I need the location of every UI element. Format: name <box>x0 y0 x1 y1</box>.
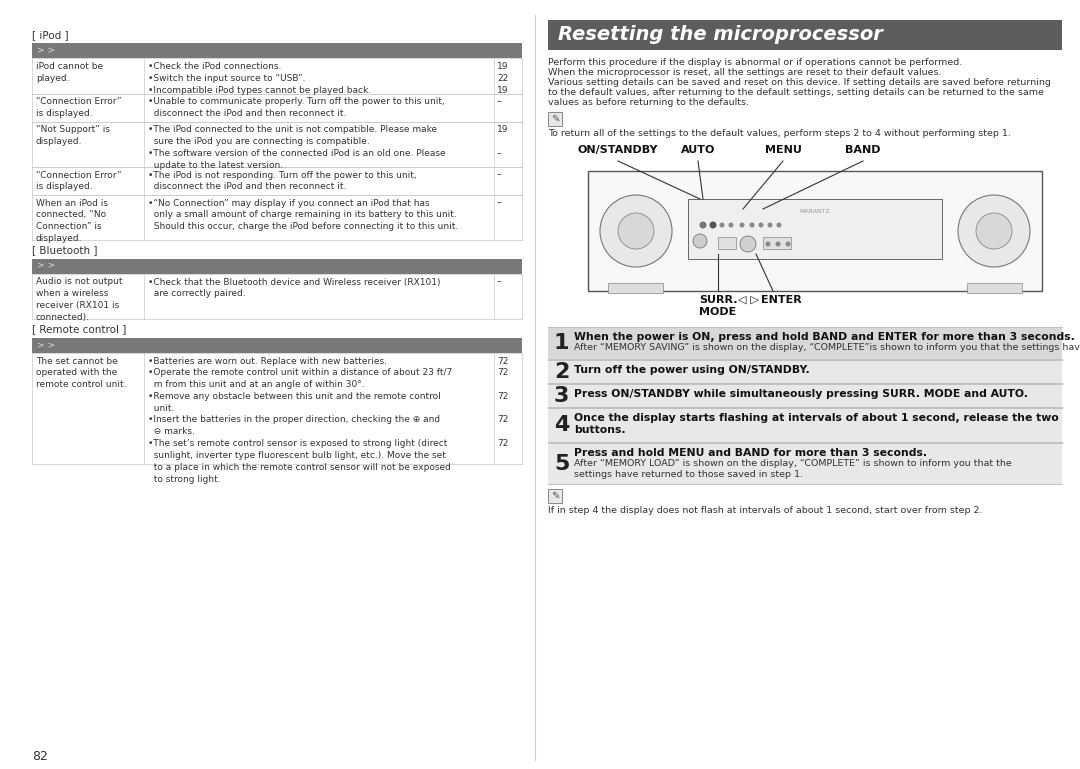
Circle shape <box>618 213 654 249</box>
Text: •Unable to communicate properly. Turn off the power to this unit,
  disconnect t: •Unable to communicate properly. Turn of… <box>148 98 445 118</box>
Text: 2: 2 <box>554 361 569 381</box>
Text: Once the display starts flashing at intervals of about 1 second, release the two: Once the display starts flashing at inte… <box>573 413 1058 435</box>
Bar <box>548 489 562 503</box>
Bar <box>762 237 791 249</box>
Circle shape <box>777 222 782 228</box>
Text: Turn off the power using ON/STANDBY.: Turn off the power using ON/STANDBY. <box>573 365 810 375</box>
Text: ON/STANDBY: ON/STANDBY <box>578 145 658 155</box>
Circle shape <box>700 221 706 228</box>
Text: SURR.
MODE: SURR. MODE <box>699 295 738 317</box>
Text: •Check the iPod connections.
•Switch the input source to “USB”.
•Incompatible iP: •Check the iPod connections. •Switch the… <box>148 62 372 95</box>
Text: •“No Connection” may display if you connect an iPod that has
  only a small amou: •“No Connection” may display if you conn… <box>148 198 458 231</box>
Text: 19
22
19: 19 22 19 <box>497 62 509 95</box>
Text: > >: > > <box>37 261 55 271</box>
Circle shape <box>729 222 733 228</box>
Bar <box>548 443 1062 484</box>
Text: [ Bluetooth ]: [ Bluetooth ] <box>32 245 97 255</box>
Bar <box>548 408 1062 442</box>
Circle shape <box>785 241 791 247</box>
Text: The set cannot be
operated with the
remote control unit.: The set cannot be operated with the remo… <box>36 357 126 389</box>
Text: [ iPod ]: [ iPod ] <box>32 30 69 40</box>
Text: –: – <box>497 98 501 106</box>
Text: “Connection Error”
is displayed.: “Connection Error” is displayed. <box>36 98 121 118</box>
Text: values as before returning to the defaults.: values as before returning to the defaul… <box>548 98 750 107</box>
Bar <box>32 43 522 58</box>
Text: Press ON/STANDBY while simultaneously pressing SURR. MODE and AUTO.: Press ON/STANDBY while simultaneously pr… <box>573 389 1028 399</box>
Text: ENTER: ENTER <box>760 295 801 305</box>
Text: To return all of the settings to the default values, perform steps 2 to 4 withou: To return all of the settings to the def… <box>548 129 1011 138</box>
Text: When an iPod is
connected, “No
Connection” is
displayed.: When an iPod is connected, “No Connectio… <box>36 198 108 243</box>
Bar <box>688 199 942 259</box>
Text: 19

–: 19 – <box>497 125 509 158</box>
Text: “Connection Error”
is displayed.: “Connection Error” is displayed. <box>36 171 121 191</box>
Text: Resetting the microprocessor: Resetting the microprocessor <box>558 25 882 45</box>
Bar <box>548 112 562 126</box>
Text: –: – <box>497 171 501 179</box>
Circle shape <box>719 222 725 228</box>
Text: Perform this procedure if the display is abnormal or if operations cannot be per: Perform this procedure if the display is… <box>548 58 962 67</box>
Text: > >: > > <box>37 341 55 349</box>
Text: MENU: MENU <box>765 145 801 155</box>
Text: ✎: ✎ <box>551 491 559 501</box>
Text: Audio is not output
when a wireless
receiver (RX101 is
connected).: Audio is not output when a wireless rece… <box>36 278 122 322</box>
Circle shape <box>740 236 756 252</box>
Text: 1: 1 <box>554 333 569 353</box>
Text: If in step 4 the display does not flash at intervals of about 1 second, start ov: If in step 4 the display does not flash … <box>548 506 983 515</box>
Text: MARANTZ: MARANTZ <box>799 209 831 214</box>
Text: BAND: BAND <box>846 145 881 155</box>
Bar <box>548 20 1062 50</box>
Text: iPod cannot be
played.: iPod cannot be played. <box>36 62 103 83</box>
Text: to the default values, after returning to the default settings, setting details : to the default values, after returning t… <box>548 88 1044 97</box>
Circle shape <box>976 213 1012 249</box>
Circle shape <box>775 241 781 247</box>
Circle shape <box>740 222 744 228</box>
Text: 3: 3 <box>554 385 569 405</box>
Circle shape <box>958 195 1030 267</box>
Text: [ Remote control ]: [ Remote control ] <box>32 325 126 335</box>
Text: –: – <box>497 198 501 208</box>
Bar <box>32 258 522 274</box>
Circle shape <box>768 222 772 228</box>
Text: Various setting details can be saved and reset on this device. If setting detail: Various setting details can be saved and… <box>548 78 1051 87</box>
Text: When the power is ON, press and hold BAND and ENTER for more than 3 seconds.: When the power is ON, press and hold BAN… <box>573 332 1075 342</box>
Bar <box>548 384 1062 407</box>
Text: After “MEMORY SAVING” is shown on the display, “COMPLETE”is shown to inform you : After “MEMORY SAVING” is shown on the di… <box>573 343 1080 352</box>
Bar <box>548 327 1062 359</box>
Bar <box>588 171 1042 291</box>
Text: 72
72

72

72

72: 72 72 72 72 72 <box>497 357 509 448</box>
Bar <box>718 237 735 249</box>
Circle shape <box>710 221 716 228</box>
Text: AUTO: AUTO <box>680 145 715 155</box>
Text: “Not Support” is
displayed.: “Not Support” is displayed. <box>36 125 110 146</box>
Text: •Batteries are worn out. Replace with new batteries.
•Operate the remote control: •Batteries are worn out. Replace with ne… <box>148 357 453 484</box>
Bar <box>32 338 522 352</box>
Text: > >: > > <box>37 46 55 55</box>
Bar <box>548 360 1062 383</box>
Circle shape <box>750 222 755 228</box>
Text: ✎: ✎ <box>551 114 559 124</box>
Text: When the microprocessor is reset, all the settings are reset to their default va: When the microprocessor is reset, all th… <box>548 68 942 77</box>
Circle shape <box>766 241 770 247</box>
Bar <box>967 283 1022 293</box>
Circle shape <box>600 195 672 267</box>
Text: •Check that the Bluetooth device and Wireless receiver (RX101)
  are correctly p: •Check that the Bluetooth device and Wir… <box>148 278 441 298</box>
Circle shape <box>693 234 707 248</box>
Text: 4: 4 <box>554 415 569 435</box>
Text: –: – <box>497 278 501 287</box>
Text: •The iPod is not responding. Turn off the power to this unit,
  disconnect the i: •The iPod is not responding. Turn off th… <box>148 171 417 191</box>
Circle shape <box>758 222 764 228</box>
Text: Press and hold MENU and BAND for more than 3 seconds.: Press and hold MENU and BAND for more th… <box>573 448 927 458</box>
Text: After “MEMORY LOAD” is shown on the display, “COMPLETE” is shown to inform you t: After “MEMORY LOAD” is shown on the disp… <box>573 459 1012 479</box>
Bar <box>608 283 663 293</box>
Text: •The iPod connected to the unit is not compatible. Please make
  sure the iPod y: •The iPod connected to the unit is not c… <box>148 125 446 170</box>
Text: 82: 82 <box>32 750 48 763</box>
Text: 5: 5 <box>554 454 569 474</box>
Text: ◁ ▷: ◁ ▷ <box>738 295 758 305</box>
